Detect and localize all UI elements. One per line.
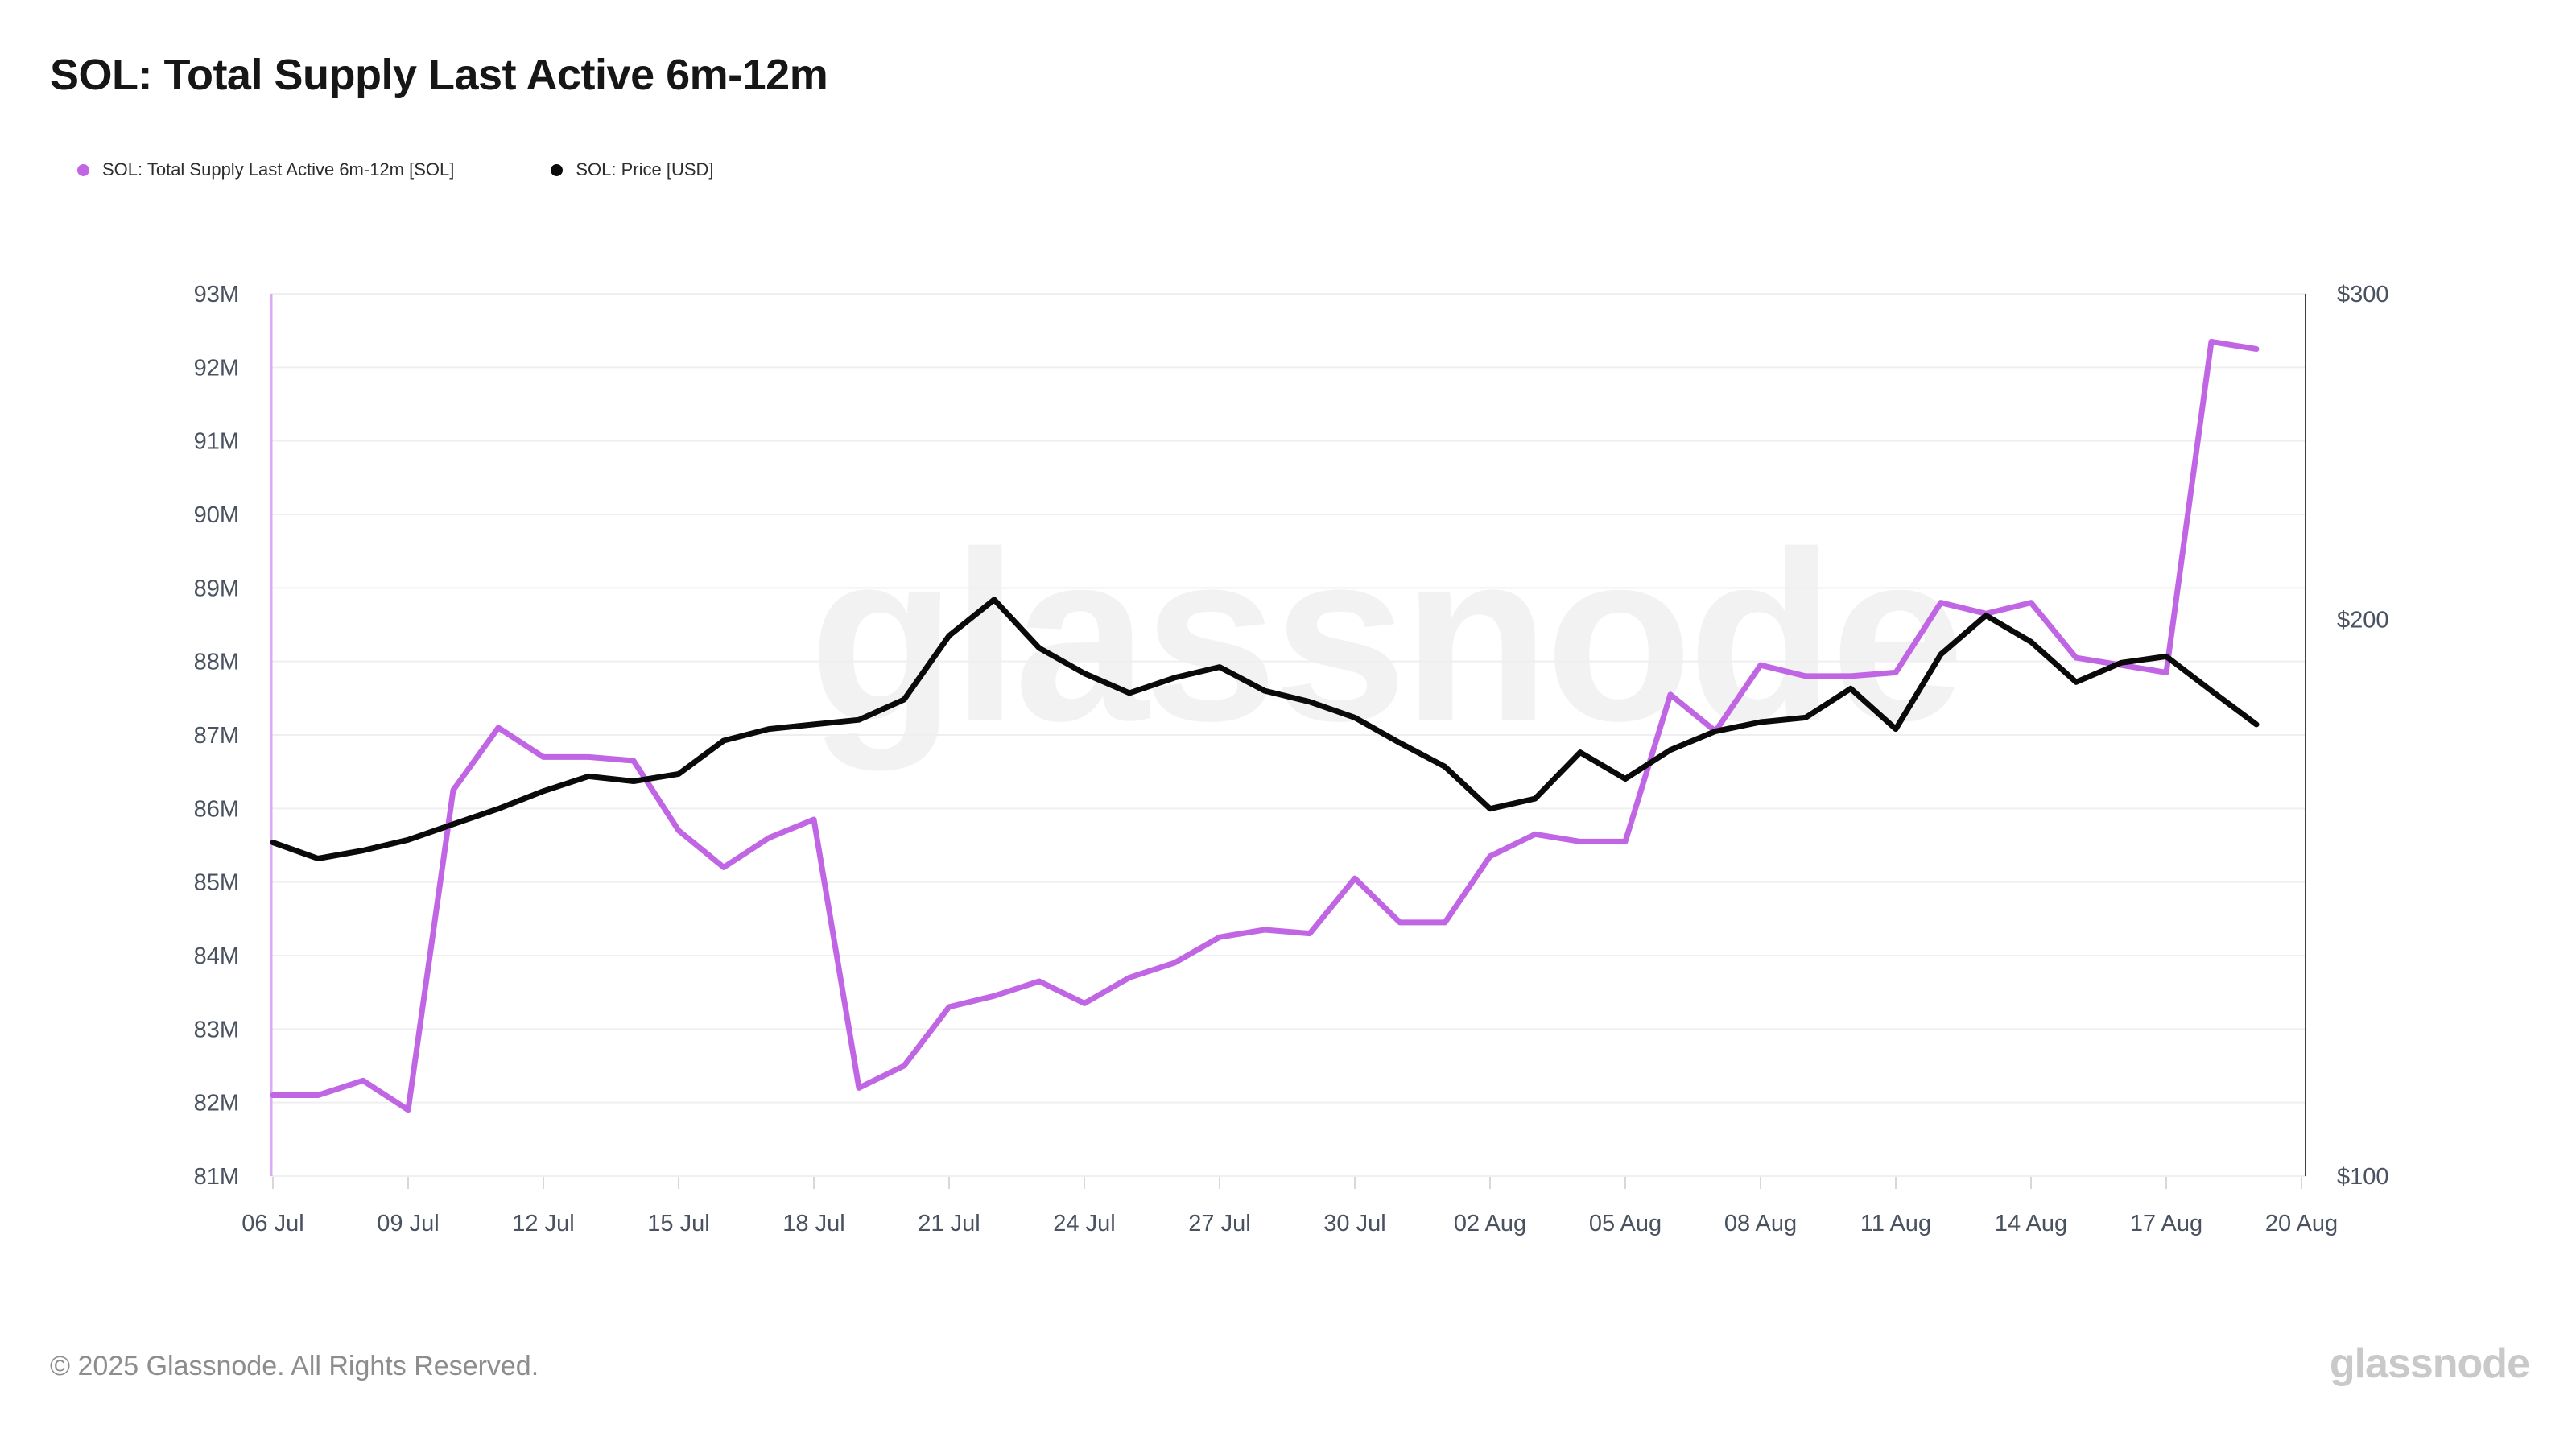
- chart-title: SOL: Total Supply Last Active 6m-12m: [50, 51, 828, 99]
- chart-legend: SOL: Total Supply Last Active 6m-12m [SO…: [77, 159, 811, 180]
- y-axis-right-tick-label: $100: [2337, 1164, 2389, 1190]
- x-axis-tick-label: 14 Aug: [1995, 1211, 2067, 1236]
- price-line-series[interactable]: [270, 597, 2260, 861]
- supply-series-dot-icon: [77, 163, 89, 176]
- x-axis-tick-label: 20 Aug: [2265, 1211, 2338, 1236]
- y-axis-left-tick-label: 86M: [194, 796, 239, 822]
- y-axis-left-tick-label: 83M: [194, 1017, 239, 1042]
- x-axis-tick-label: 08 Aug: [1724, 1211, 1797, 1236]
- x-axis-tick-label: 21 Jul: [918, 1211, 980, 1236]
- x-axis-tick-label: 05 Aug: [1589, 1211, 1662, 1236]
- x-axis-tick-label: 02 Aug: [1454, 1211, 1526, 1236]
- x-axis-tick-label: 30 Jul: [1323, 1211, 1385, 1236]
- x-axis-tick-label: 27 Jul: [1188, 1211, 1250, 1236]
- price-series-dot-icon: [551, 163, 564, 176]
- y-axis-right-tick-label: $200: [2337, 608, 2389, 634]
- y-axis-right-tick-label: $300: [2337, 282, 2389, 308]
- legend-item-supply[interactable]: SOL: Total Supply Last Active 6m-12m [SO…: [77, 159, 454, 180]
- y-axis-left-tick-label: 88M: [194, 650, 239, 675]
- y-axis-left-tick-label: 90M: [194, 502, 239, 528]
- y-axis-left-tick-label: 92M: [194, 355, 239, 381]
- legend-label-supply: SOL: Total Supply Last Active 6m-12m [SO…: [102, 159, 455, 180]
- x-axis-tick-label: 09 Jul: [377, 1211, 439, 1236]
- x-axis-tick-label: 18 Jul: [782, 1211, 844, 1236]
- y-axis-left-tick-label: 89M: [194, 576, 239, 601]
- copyright-text: © 2025 Glassnode. All Rights Reserved.: [50, 1351, 539, 1381]
- x-axis-tick-label: 15 Jul: [647, 1211, 709, 1236]
- legend-item-price[interactable]: SOL: Price [USD]: [551, 159, 714, 180]
- y-axis-left-tick-label: 91M: [194, 429, 239, 455]
- y-axis-left-tick-label: 84M: [194, 943, 239, 969]
- x-axis-tick-label: 11 Aug: [1860, 1211, 1931, 1236]
- y-axis-left-tick-label: 87M: [194, 723, 239, 749]
- legend-label-price: SOL: Price [USD]: [576, 159, 714, 180]
- glassnode-watermark: glassnode: [809, 501, 1965, 771]
- x-axis-tick-label: 06 Jul: [242, 1211, 303, 1236]
- supply-line-series[interactable]: [270, 338, 2260, 1113]
- y-axis-left-tick-label: 82M: [194, 1091, 239, 1117]
- y-axis-left-tick-label: 93M: [194, 282, 239, 308]
- x-axis-tick-label: 17 Aug: [2130, 1211, 2202, 1236]
- x-axis-tick-label: 12 Jul: [512, 1211, 574, 1236]
- x-axis-tick-label: 24 Jul: [1053, 1211, 1115, 1236]
- y-axis-left-tick-label: 85M: [194, 870, 239, 896]
- y-axis-left-tick-label: 81M: [194, 1164, 239, 1190]
- glassnode-logo: glassnode: [2329, 1340, 2530, 1387]
